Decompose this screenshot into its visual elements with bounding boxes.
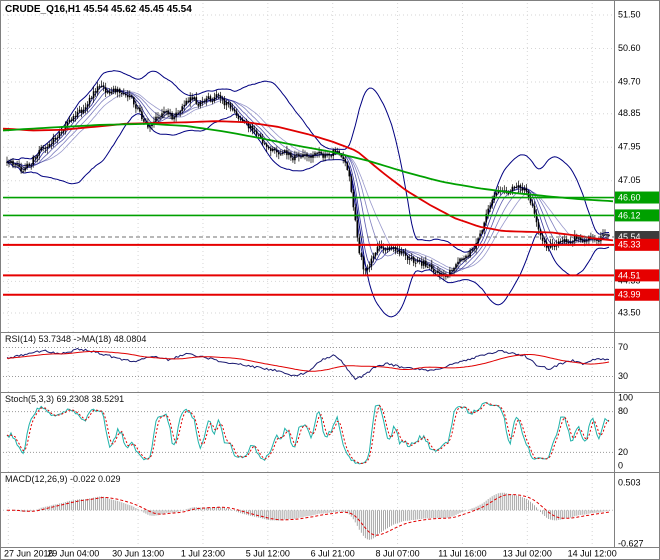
time-tick: 6 Jul 21:00 xyxy=(311,548,355,558)
time-tick: 8 Jul 07:00 xyxy=(376,548,420,558)
stoch-k-line xyxy=(6,401,610,465)
time-tick: 30 Jun 13:00 xyxy=(112,548,164,558)
price-badge-label: 43.99 xyxy=(618,290,641,300)
axis-label: 30 xyxy=(618,371,628,381)
time-axis[interactable] xyxy=(1,547,660,560)
rsi-indicator-label: RSI(14) 53.7348 ->MA(18) 48.0804 xyxy=(5,334,147,344)
price-badge xyxy=(615,191,659,204)
price-badge xyxy=(615,209,659,222)
ma-green-line xyxy=(2,122,614,203)
ma-red-line xyxy=(2,120,614,242)
time-tick: 13 Jul 02:00 xyxy=(503,548,552,558)
price-tick: 51.50 xyxy=(618,9,641,19)
stoch-d-line xyxy=(6,402,610,464)
time-tick: 5 Jul 12:00 xyxy=(246,548,290,558)
axis-label: -0.627 xyxy=(618,538,644,548)
time-tick: 14 Jul 12:00 xyxy=(568,548,617,558)
axis-label: 0 xyxy=(618,460,623,470)
price-badge xyxy=(615,288,659,301)
price-tick: 43.50 xyxy=(618,307,641,317)
price-axis[interactable] xyxy=(615,1,660,547)
price-badge-label: 45.33 xyxy=(618,240,641,250)
axis-label: 80 xyxy=(618,406,628,416)
stoch-indicator-label: Stoch(5,3,3) 69.2308 38.5291 xyxy=(5,394,125,404)
candle-bodies xyxy=(6,85,610,278)
axis-label: 100 xyxy=(618,392,633,402)
rsi-ma-line xyxy=(6,350,610,372)
price-badge xyxy=(615,269,659,282)
axis-label: 70 xyxy=(618,342,628,352)
axis-label: 20 xyxy=(618,447,628,457)
price-badge-label: 45.54 xyxy=(618,232,641,242)
price-tick: 47.95 xyxy=(618,142,641,152)
price-tick: 47.05 xyxy=(618,175,641,185)
macd-indicator-label: MACD(12,26,9) -0.022 0.029 xyxy=(5,474,121,484)
macd-signal-line xyxy=(7,494,610,536)
price-tick: 49.70 xyxy=(618,76,641,86)
time-tick: 1 Jul 23:00 xyxy=(181,548,225,558)
price-tick: 50.60 xyxy=(618,43,641,53)
price-badge xyxy=(615,238,659,251)
macd-histogram xyxy=(8,492,610,540)
rsi-line xyxy=(6,347,610,381)
time-tick: 11 Jul 16:00 xyxy=(438,548,486,558)
price-tick: 48.85 xyxy=(618,108,641,118)
price-badge-label: 46.12 xyxy=(618,210,641,220)
time-tick: 27 Jun 2016 xyxy=(4,548,54,558)
price-badge-label: 46.60 xyxy=(618,192,641,202)
price-badge-label: 44.51 xyxy=(618,270,641,280)
axis-label: 0.503 xyxy=(618,477,641,487)
time-tick: 29 Jun 04:00 xyxy=(47,548,99,558)
chart-symbol-ohlc: CRUDE_Q16,H1 45.54 45.62 45.45 45.54 xyxy=(5,4,192,15)
